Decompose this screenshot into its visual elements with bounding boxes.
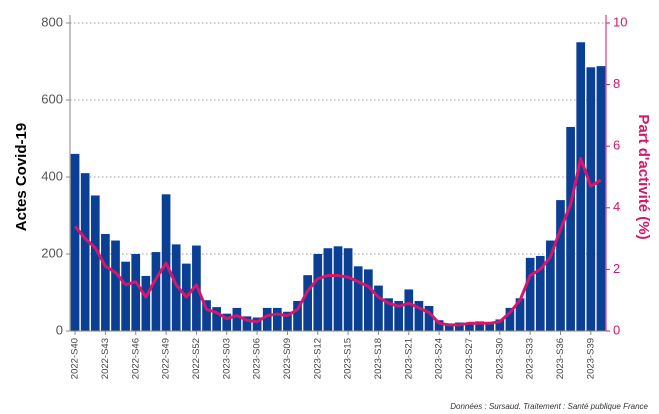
x-tick-label: 2023-S33 (525, 338, 536, 379)
x-tick-label: 2023-S06 (252, 338, 263, 379)
bar (283, 311, 292, 331)
y2-tick-label: 0 (613, 322, 620, 337)
line (73, 157, 602, 327)
x-tick-label: 2023-S09 (282, 338, 293, 379)
bar (505, 307, 515, 331)
y-axis-title: Actes Covid-19 (13, 123, 30, 231)
bar (455, 322, 464, 331)
y-tick-label: 0 (56, 322, 63, 337)
x-tick-label: 2022-S43 (100, 338, 111, 379)
bar (444, 324, 454, 331)
x-tick-label: 2023-S18 (373, 338, 384, 379)
bar (586, 67, 596, 332)
bar (576, 42, 586, 331)
bar (404, 289, 414, 331)
bar (384, 298, 393, 331)
x-tick-label: 2023-S03 (221, 338, 232, 379)
bar (394, 300, 404, 331)
bar (596, 66, 606, 332)
bar (495, 319, 505, 331)
x-tick-label: 2022-S40 (70, 338, 81, 379)
x-tick-label: 2023-S30 (494, 338, 505, 379)
y2-tick-label: 4 (613, 199, 620, 214)
bar (262, 307, 272, 331)
bar (171, 244, 181, 331)
x-tick-label: 2023-S21 (403, 338, 414, 379)
bar (101, 233, 110, 331)
x-tick-label: 2023-S27 (464, 338, 475, 379)
bar (556, 200, 565, 331)
bar (525, 257, 535, 331)
bar (141, 275, 151, 331)
x-tick-label: 2023-S12 (312, 338, 323, 379)
bar (485, 322, 495, 331)
bar (333, 246, 343, 331)
bar (131, 254, 141, 331)
bar (90, 195, 100, 331)
bar (363, 269, 373, 331)
bar (414, 300, 424, 331)
x-tick-label: 2023-S36 (555, 338, 566, 379)
x-tick-label: 2022-S52 (191, 338, 202, 379)
bar (535, 255, 545, 331)
x-tick-label: 2023-S24 (434, 338, 445, 379)
y2-axis-title: Part d'activité (%) (635, 114, 652, 239)
x-tick-label: 2022-S46 (130, 338, 141, 379)
bar (323, 248, 333, 331)
y2-tick-label: 2 (613, 261, 620, 276)
y2-tick-label: 10 (613, 14, 627, 29)
bar (242, 316, 252, 331)
bar (121, 261, 130, 331)
bar (313, 254, 323, 331)
y-tick-label: 400 (41, 168, 63, 183)
bar (222, 313, 232, 331)
bar (566, 126, 575, 331)
bar (252, 317, 262, 331)
bar (465, 322, 474, 331)
y-tick-label: 200 (41, 245, 63, 260)
bar (232, 307, 242, 331)
bar (272, 307, 282, 331)
bar (424, 305, 434, 331)
bar (475, 321, 484, 331)
y-tick-label: 800 (41, 14, 63, 29)
bar (515, 298, 525, 331)
bar (111, 240, 120, 331)
y-tick-label: 600 (41, 91, 63, 106)
source-note: Données : Sursaud. Traitement : Santé pu… (450, 402, 648, 411)
bar (293, 300, 302, 331)
x-tick-label: 2023-S15 (343, 338, 354, 379)
bar (434, 320, 444, 331)
bar (151, 252, 161, 331)
bar (303, 275, 313, 331)
x-tick-label: 2023-S39 (585, 338, 596, 379)
y2-tick-label: 6 (613, 138, 620, 153)
bar (546, 240, 555, 331)
bar (343, 248, 353, 331)
bar (70, 153, 80, 331)
bar (202, 300, 211, 331)
bar (374, 285, 383, 331)
y2-tick-label: 8 (613, 76, 620, 91)
bar (353, 266, 363, 331)
bar (212, 307, 221, 331)
bar (80, 173, 90, 331)
x-tick-label: 2022-S49 (161, 338, 172, 379)
